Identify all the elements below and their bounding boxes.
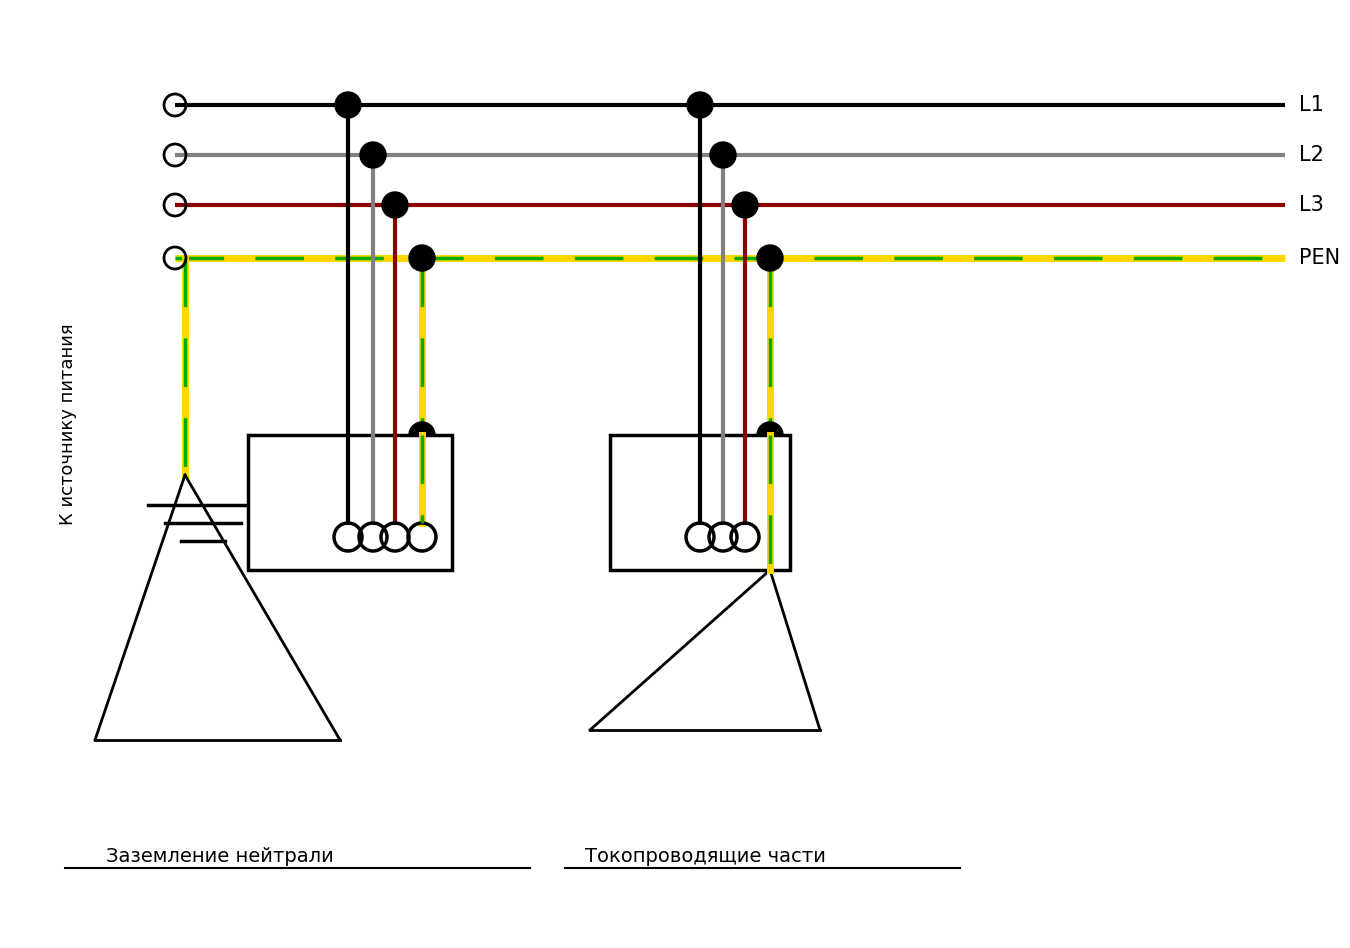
Text: Токопроводящие части: Токопроводящие части (585, 847, 825, 866)
Circle shape (335, 92, 360, 118)
Circle shape (710, 142, 736, 168)
Text: L3: L3 (1299, 195, 1324, 215)
Circle shape (382, 192, 408, 218)
Text: К источнику питания: К источнику питания (59, 323, 77, 525)
Text: L1: L1 (1299, 95, 1324, 115)
Text: Заземление нейтрали: Заземление нейтрали (107, 847, 333, 866)
Text: PEN: PEN (1299, 248, 1341, 268)
Circle shape (687, 92, 713, 118)
Circle shape (757, 245, 783, 271)
Circle shape (757, 422, 783, 448)
Bar (610, 435, 790, 570)
Bar (248, 435, 452, 570)
Circle shape (409, 245, 435, 271)
Circle shape (409, 422, 435, 448)
Text: L2: L2 (1299, 145, 1324, 165)
Circle shape (732, 192, 757, 218)
Circle shape (360, 142, 386, 168)
